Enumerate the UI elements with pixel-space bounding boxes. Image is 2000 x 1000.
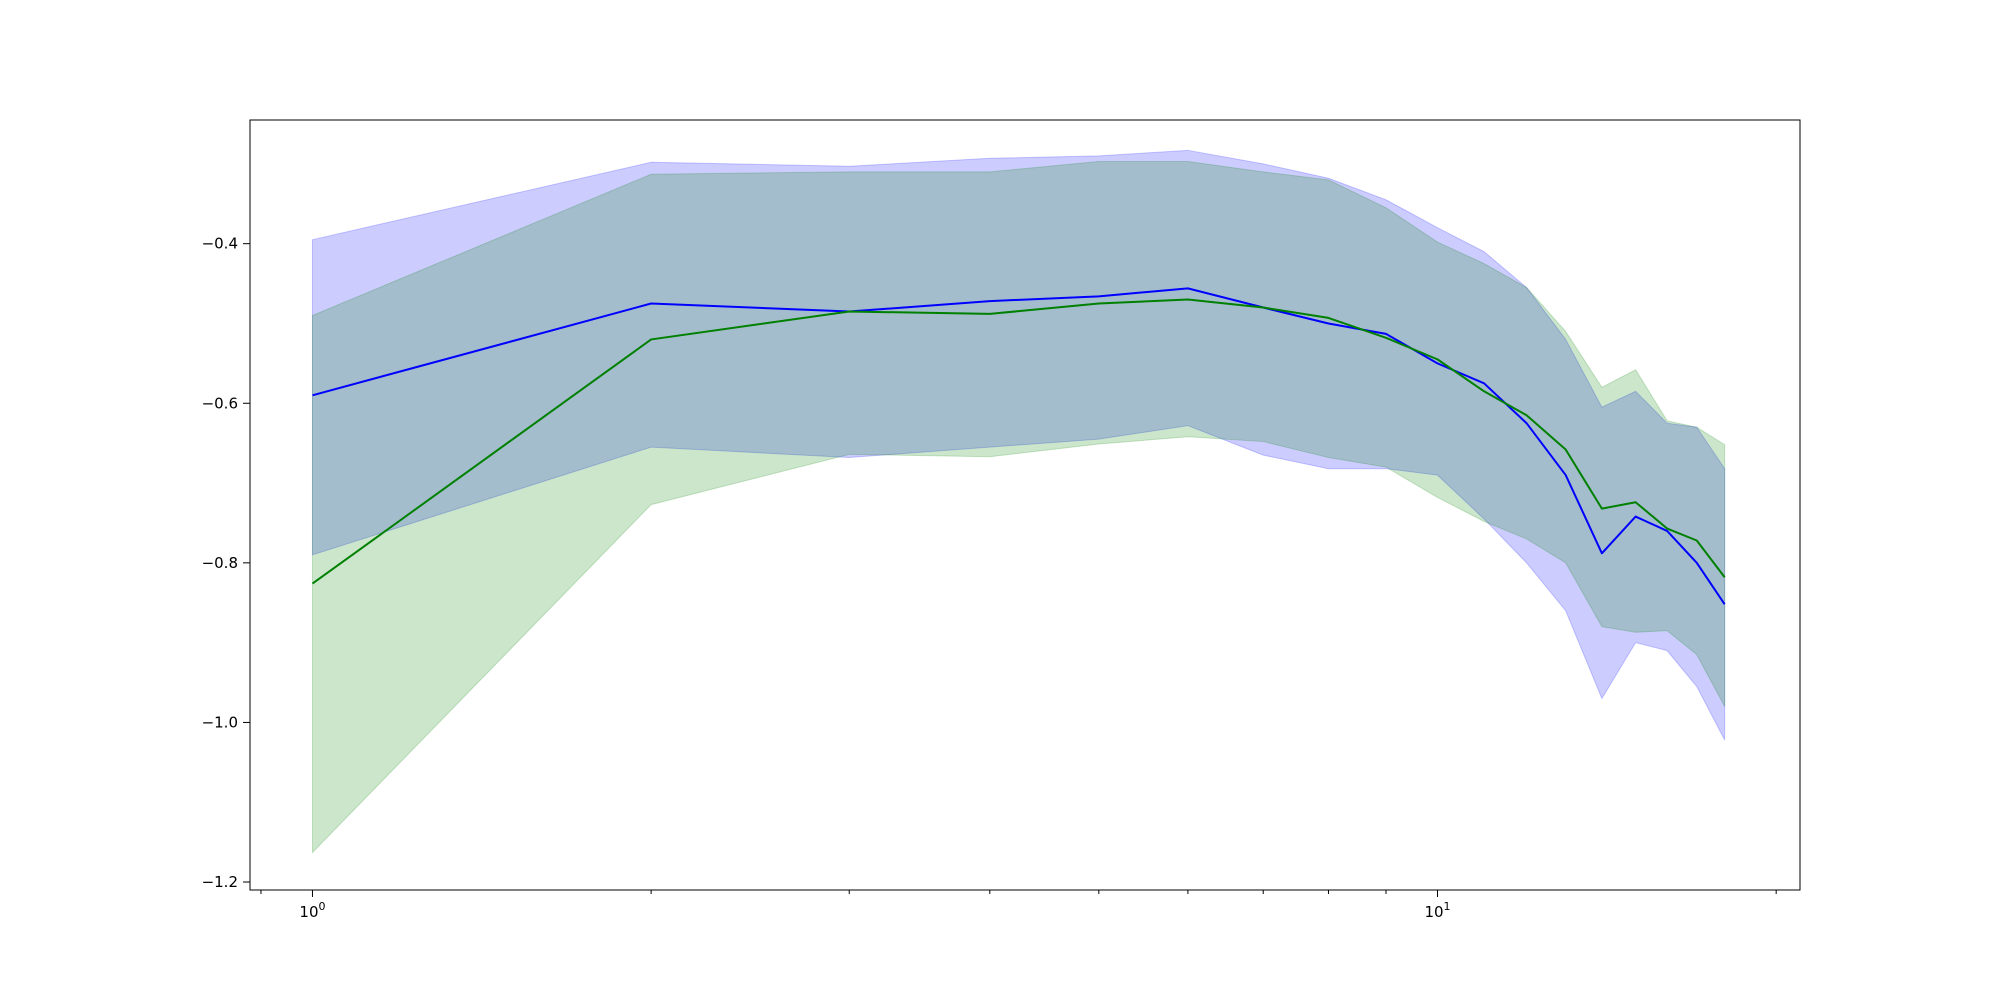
y-tick-label: −1.2 xyxy=(202,873,238,891)
series-1-band xyxy=(311,160,1726,854)
y-tick-label: −0.6 xyxy=(202,394,238,412)
series-lines xyxy=(311,287,1726,605)
x-axis: 100 101 xyxy=(260,890,1777,921)
y-axis: −1.2 −1.0 −0.8 −0.6 −0.4 xyxy=(202,235,250,891)
y-tick-label: −1.0 xyxy=(202,713,238,731)
series-1-line xyxy=(311,298,1726,585)
plot-frame xyxy=(249,119,1801,891)
x-tick-label: 101 xyxy=(1424,900,1450,921)
y-tick-label: −0.8 xyxy=(202,554,238,572)
series-0-band xyxy=(311,149,1726,741)
x-tick-label: 100 xyxy=(299,900,325,921)
y-tick-label: −0.4 xyxy=(202,235,238,253)
confidence-bands xyxy=(311,149,1726,854)
